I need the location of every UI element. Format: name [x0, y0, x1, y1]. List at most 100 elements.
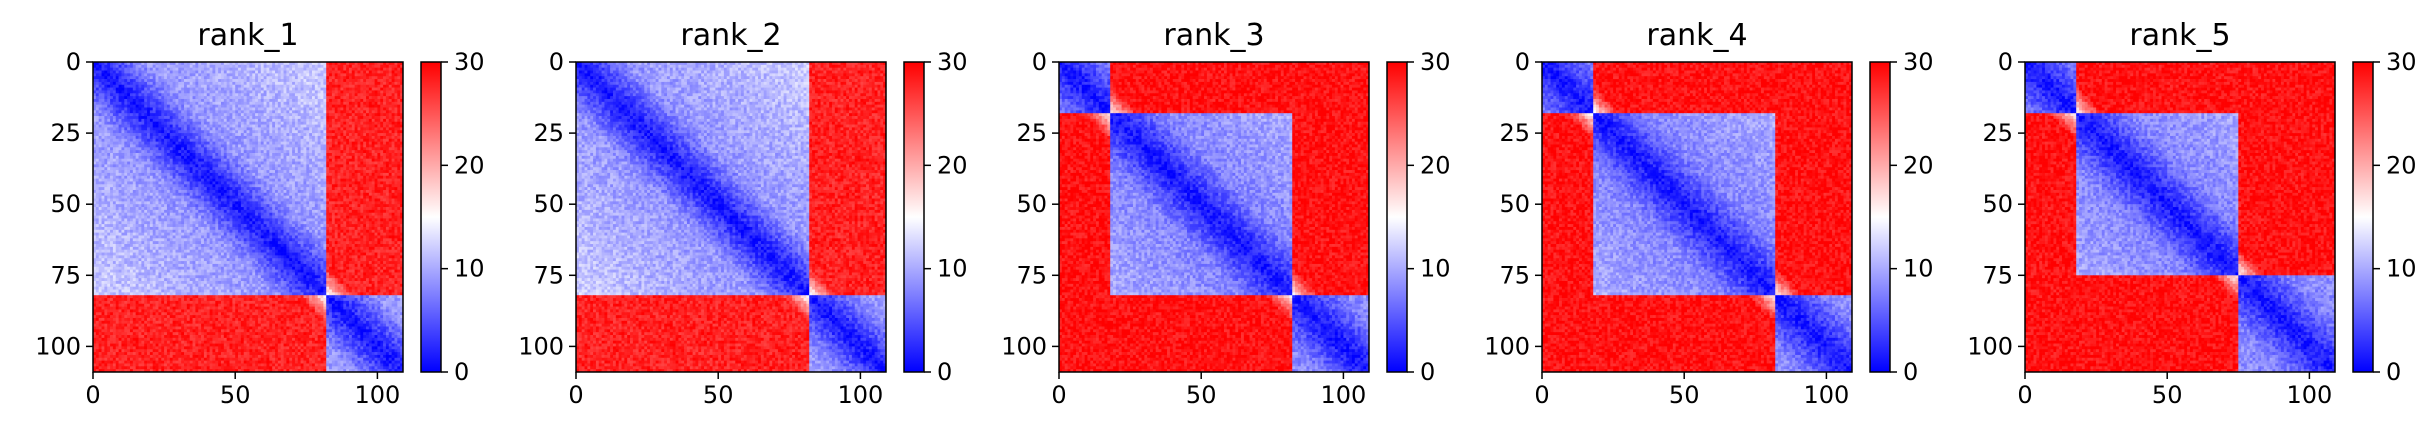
heatmap-cell	[190, 65, 193, 68]
heatmap-cell	[366, 71, 369, 74]
heatmap-cell	[303, 73, 306, 76]
heatmap-cell	[289, 71, 292, 74]
heatmap-cell	[392, 65, 395, 68]
heatmap-cell	[147, 71, 150, 74]
heatmap-cell	[210, 71, 213, 74]
heatmap-cell	[107, 65, 110, 68]
heatmap-cells	[93, 62, 403, 372]
heatmap-cell	[201, 71, 204, 74]
heatmap-cell	[332, 68, 335, 71]
heatmap-cell	[150, 73, 153, 76]
heatmap-cell	[161, 68, 164, 71]
heatmap-cell	[153, 71, 156, 74]
heatmap-cell	[119, 71, 122, 74]
heatmap-cell	[201, 68, 204, 71]
heatmap-cell	[147, 76, 150, 79]
heatmap-cell	[190, 71, 193, 74]
heatmap-cell	[167, 71, 170, 74]
heatmap-cell	[323, 65, 326, 68]
heatmap-cell	[161, 73, 164, 76]
heatmap-cell	[318, 68, 321, 71]
heatmap-cell	[207, 65, 210, 68]
heatmap-cell	[397, 68, 400, 71]
heatmap-cell	[372, 73, 375, 76]
heatmap-cell	[110, 76, 113, 79]
heatmap-cell	[139, 65, 142, 68]
heatmap-cell	[264, 71, 267, 74]
heatmap-cell	[326, 71, 329, 74]
heatmap-cell	[173, 76, 176, 79]
heatmap-cell	[235, 68, 238, 71]
heatmap-cell	[321, 71, 324, 74]
heatmap-cell	[366, 73, 369, 76]
heatmap-cell	[104, 65, 107, 68]
heatmap-cell	[340, 71, 343, 74]
heatmap-cell	[184, 68, 187, 71]
heatmap-cell	[360, 68, 363, 71]
heatmap-cell	[258, 68, 261, 71]
heatmap-cell	[204, 68, 207, 71]
heatmap-cell	[218, 68, 221, 71]
heatmap-cell	[104, 71, 107, 74]
heatmap-cell	[170, 71, 173, 74]
heatmap-cell	[377, 68, 380, 71]
heatmap-cell	[349, 65, 352, 68]
heatmap-cell	[389, 73, 392, 76]
heatmap-cell	[338, 65, 341, 68]
heatmap-cell	[133, 71, 136, 74]
heatmap-cell	[244, 73, 247, 76]
heatmap-cell	[195, 76, 198, 79]
heatmap-cell	[289, 73, 292, 76]
heatmap-cell	[104, 68, 107, 71]
heatmap-cell	[315, 71, 318, 74]
heatmap-cell	[358, 71, 361, 74]
heatmap-cell	[358, 68, 361, 71]
heatmap-cell	[329, 73, 332, 76]
heatmap-cell	[397, 73, 400, 76]
heatmap-cell	[175, 71, 178, 74]
heatmap-cell	[113, 71, 116, 74]
heatmap-cell	[394, 73, 397, 76]
heatmap-cell	[173, 71, 176, 74]
heatmap-cell	[269, 65, 272, 68]
heatmap-cell	[318, 65, 321, 68]
heatmap-cell	[343, 68, 346, 71]
heatmap-cell	[175, 73, 178, 76]
heatmap-cell	[394, 68, 397, 71]
heatmap-cell	[130, 65, 133, 68]
heatmap-cell	[295, 65, 298, 68]
heatmap-cell	[121, 65, 124, 68]
heatmap-cell	[360, 71, 363, 74]
heatmap-cell	[326, 73, 329, 76]
heatmap-cell	[181, 71, 184, 74]
heatmap-cell	[355, 65, 358, 68]
heatmap-cell	[272, 73, 275, 76]
heatmap-cell	[193, 65, 196, 68]
heatmap-cell	[130, 68, 133, 71]
heatmap-cell	[249, 68, 252, 71]
heatmap-cell	[187, 71, 190, 74]
heatmap-cell	[144, 76, 147, 79]
heatmap-cell	[281, 73, 284, 76]
heatmap-cell	[298, 73, 301, 76]
heatmap-cell	[375, 68, 378, 71]
heatmap-cell	[230, 68, 233, 71]
heatmap-cell	[238, 73, 241, 76]
heatmap-cell	[198, 68, 201, 71]
heatmap-cell	[252, 68, 255, 71]
heatmap-cell	[190, 68, 193, 71]
heatmap-cell	[261, 73, 264, 76]
heatmap-cell	[244, 71, 247, 74]
heatmap-cell	[261, 71, 264, 74]
heatmap-cell	[96, 76, 99, 79]
heatmap-cell	[369, 68, 372, 71]
heatmap-cell	[352, 73, 355, 76]
heatmap-cell	[190, 76, 193, 79]
heatmap-cell	[221, 65, 224, 68]
heatmap-cell	[386, 68, 389, 71]
heatmap-cell	[156, 73, 159, 76]
heatmap-cell	[309, 65, 312, 68]
heatmap-cell	[266, 73, 269, 76]
heatmap-cell	[184, 65, 187, 68]
heatmap-cell	[338, 73, 341, 76]
